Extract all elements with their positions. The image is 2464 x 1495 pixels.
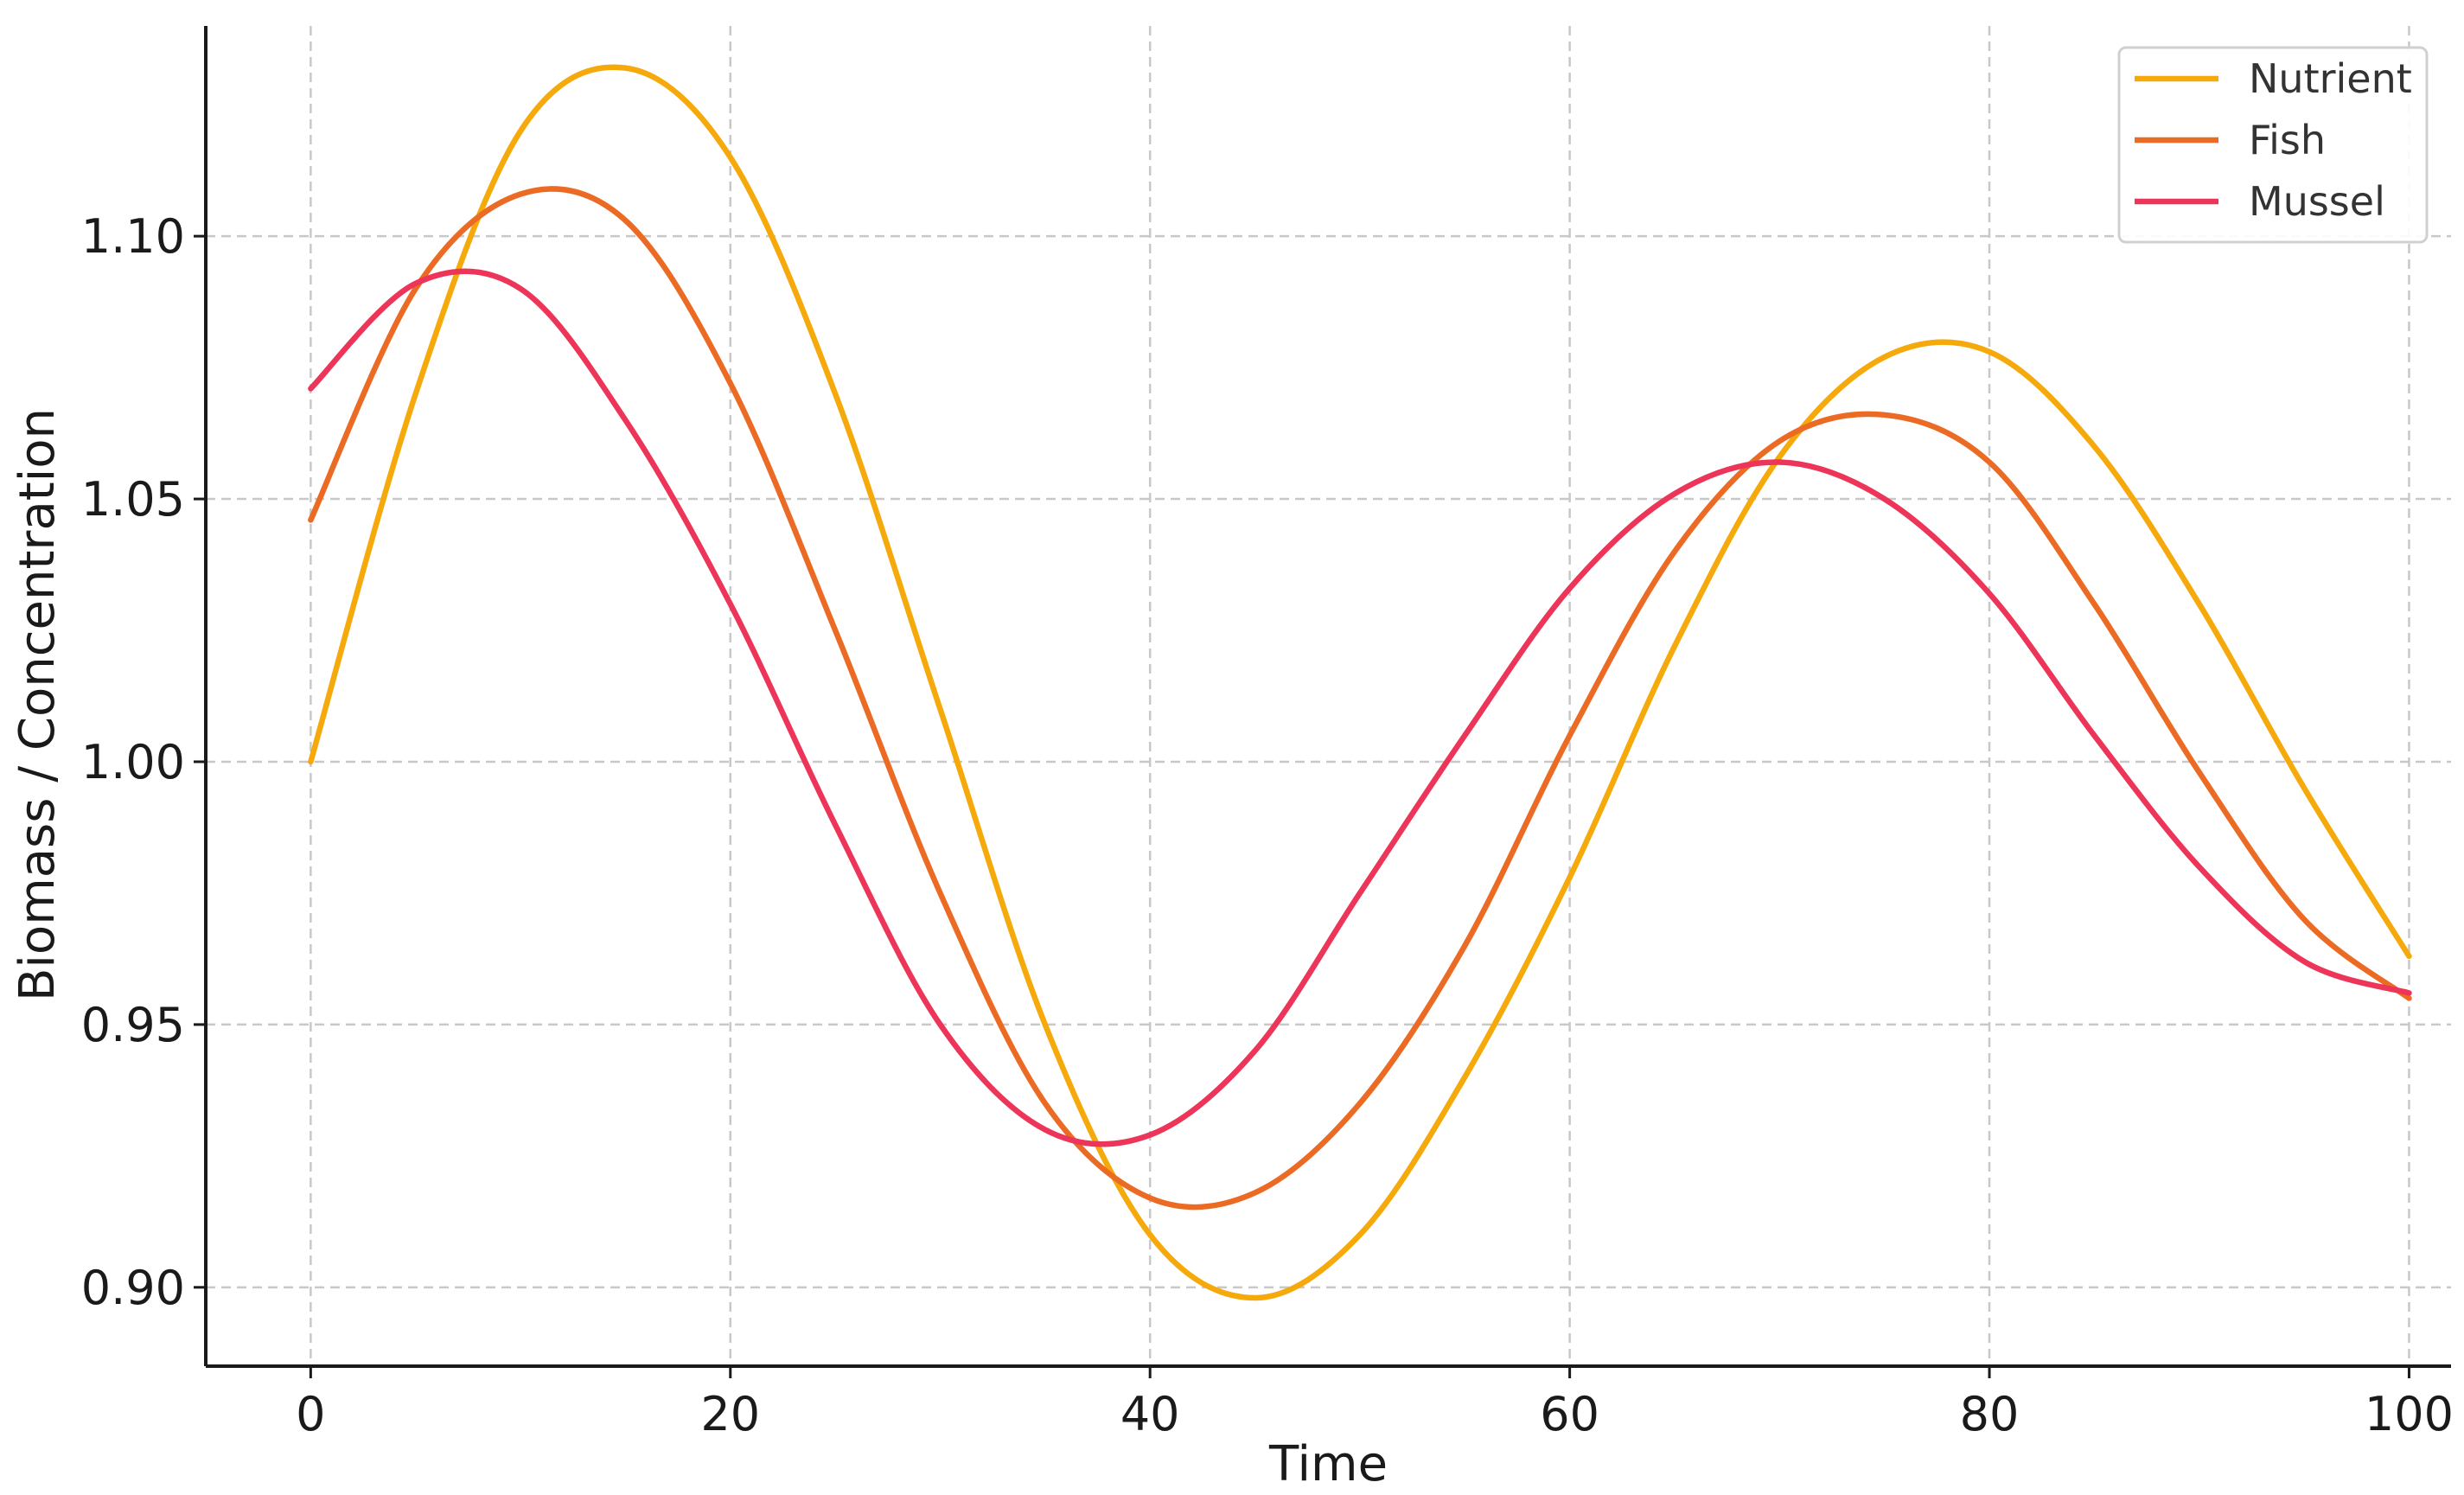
y-axis-title: Biomass / Concentration <box>10 408 66 1001</box>
x-tick-label: 20 <box>700 1387 760 1441</box>
x-tick-label: 80 <box>1960 1387 2020 1441</box>
axes <box>204 26 2451 1368</box>
legend-label-nutrient: Nutrient <box>2249 55 2412 102</box>
grid-lines <box>206 26 2451 1366</box>
legend-label-fish: Fish <box>2249 117 2326 163</box>
y-tick-label: 0.90 <box>81 1261 185 1315</box>
x-axis-title: Time <box>1268 1436 1388 1492</box>
legend: Nutrient Fish Mussel <box>2117 46 2429 244</box>
y-tick-label: 1.05 <box>81 472 185 527</box>
x-tick-label: 40 <box>1120 1387 1180 1441</box>
y-tick-label: 0.95 <box>81 998 185 1052</box>
series-lines <box>308 64 2412 1301</box>
legend-label-mussel: Mussel <box>2249 178 2385 225</box>
x-tick-label: 0 <box>296 1387 325 1441</box>
series-line-fish <box>308 186 2412 1211</box>
series-line-nutrient <box>308 64 2412 1301</box>
legend-box <box>2117 46 2429 244</box>
y-tick-label: 1.00 <box>81 735 185 789</box>
y-tick-label: 1.10 <box>81 209 185 264</box>
series-line-mussel <box>308 268 2412 1147</box>
ticks: 0 20 40 60 80 100 0.90 0.95 1.00 1.05 1.10 <box>81 209 2454 1441</box>
x-tick-label: 60 <box>1540 1387 1599 1441</box>
x-tick-label: 100 <box>2365 1387 2454 1441</box>
